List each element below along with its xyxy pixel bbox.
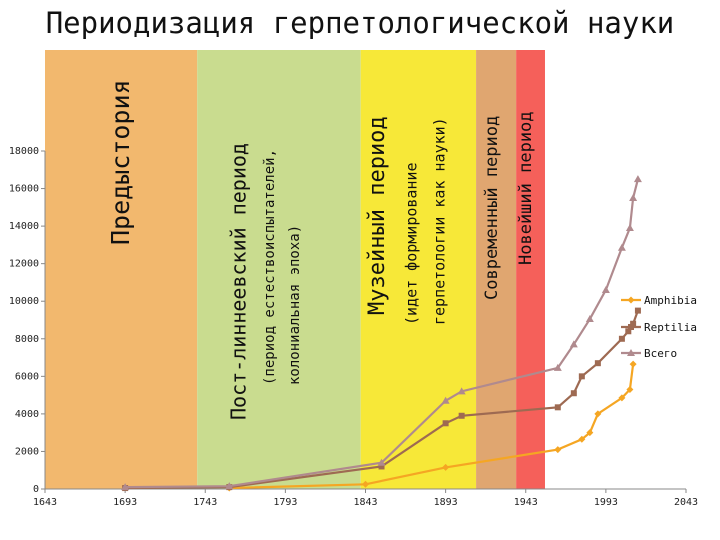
y-tick-label: 0	[33, 484, 39, 495]
x-tick-label: 1643	[33, 497, 57, 508]
data-point	[629, 360, 637, 368]
y-tick-label: 16000	[9, 184, 39, 195]
data-point	[225, 482, 234, 490]
data-point	[441, 396, 450, 404]
data-point	[578, 373, 585, 380]
data-point	[618, 335, 625, 342]
x-tick-label: 1893	[434, 497, 458, 508]
data-point	[617, 243, 626, 251]
data-point	[578, 435, 586, 443]
x-tick-label: 1943	[514, 497, 538, 508]
period-band	[360, 50, 477, 489]
period-title: Предыстория	[106, 79, 135, 245]
legend-swatch-marker	[627, 296, 635, 304]
period-subtitle-line: колониальная эпоха)	[287, 225, 303, 385]
data-point	[570, 390, 577, 397]
period-subtitle-line: герпетологии как науки)	[431, 117, 449, 325]
x-tick-label: 1743	[193, 497, 217, 508]
y-tick-label: 14000	[9, 221, 39, 232]
legend-swatch-marker	[628, 324, 634, 330]
data-point	[586, 429, 594, 437]
data-point	[618, 394, 626, 402]
data-point	[629, 193, 638, 201]
series-lines	[121, 175, 642, 492]
x-tick-label: 2043	[674, 497, 698, 508]
x-tick-label: 1793	[273, 497, 297, 508]
y-tick-label: 12000	[9, 259, 39, 270]
period-subtitle-line: (период естествоиспытателей,	[262, 149, 278, 385]
data-point	[458, 412, 465, 419]
period-bands: Предыстория Пост-линнеевский период (перио…	[45, 50, 545, 489]
legend-swatch-marker	[627, 349, 635, 356]
legend-label: Всего	[644, 347, 677, 360]
data-point	[457, 387, 466, 395]
x-tick-label: 1693	[113, 497, 137, 508]
series-group	[121, 175, 642, 491]
period-band	[45, 50, 198, 489]
y-tick-label: 4000	[15, 409, 39, 420]
period-band	[197, 50, 361, 489]
period-subtitle-line: (идет формирование	[403, 162, 421, 325]
y-tick-label: 18000	[9, 146, 39, 157]
data-point	[554, 404, 561, 411]
data-point	[569, 340, 578, 348]
period-title: Музейный период	[365, 116, 390, 315]
data-point	[625, 223, 634, 231]
data-point	[377, 458, 386, 466]
data-point	[585, 315, 594, 323]
data-point	[553, 363, 562, 371]
period-title: Новейший период	[516, 111, 536, 265]
data-point	[362, 480, 369, 488]
axes: 0 2000 4000 6000 8000 10000 12000 14000 16000 180…	[9, 146, 698, 508]
period-band	[476, 50, 517, 489]
x-tick-label: 1843	[353, 497, 377, 508]
legend-label: Reptilia	[644, 321, 697, 334]
data-point	[626, 385, 634, 393]
data-point	[554, 446, 562, 454]
legend-label: Amphibia	[644, 294, 697, 307]
legend: Amphibia Reptilia Всего	[621, 294, 697, 360]
series-line	[229, 363, 635, 490]
period-title: Пост-линнеевский период	[227, 143, 251, 420]
data-point	[594, 360, 601, 367]
data-point	[378, 463, 385, 470]
slide-title: Периодизация герпетологической науки	[45, 6, 675, 40]
data-point	[601, 285, 610, 293]
y-tick-label: 6000	[15, 371, 39, 382]
y-tick-label: 2000	[15, 446, 39, 457]
data-point	[625, 328, 632, 335]
data-point	[442, 463, 450, 471]
data-point	[442, 420, 449, 427]
data-point	[630, 320, 637, 327]
data-point	[634, 307, 641, 314]
x-tick-label: 1993	[594, 497, 618, 508]
y-tick-label: 8000	[15, 334, 39, 345]
y-tick-label: 10000	[9, 296, 39, 307]
data-point	[594, 410, 602, 418]
data-point	[121, 483, 130, 491]
period-band	[516, 50, 545, 489]
period-title: Современный период	[482, 116, 502, 300]
data-point	[633, 175, 642, 183]
